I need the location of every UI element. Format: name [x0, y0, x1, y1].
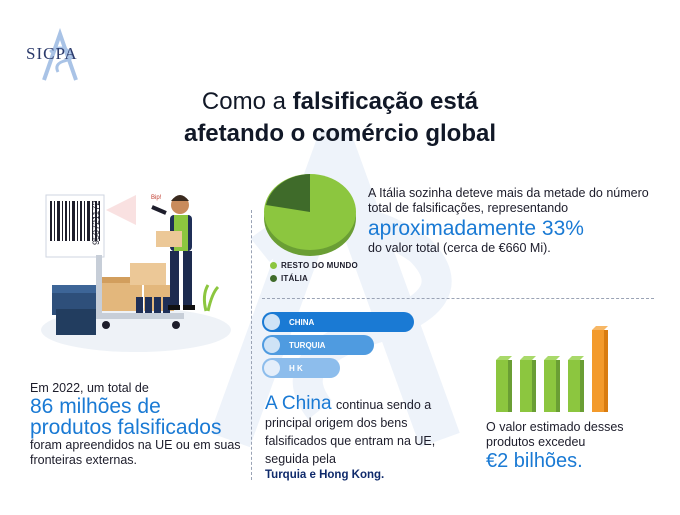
italy-highlight: aproximadamente 33%	[368, 217, 584, 240]
barcode-icon	[45, 194, 105, 258]
bar-dot	[264, 360, 280, 376]
divider-horizontal	[262, 298, 654, 299]
barcode-number: 950721172	[91, 201, 101, 245]
eu-text-block: Em 2022, um total de 86 milhões de produ…	[30, 381, 245, 468]
logo-text: SICPA	[26, 44, 78, 63]
sicpa-logo-mark	[42, 28, 78, 81]
title-normal: Como a	[201, 88, 293, 115]
china-text: continua sendo a principal origem dos be…	[265, 398, 436, 466]
italy-text-block: A Itália sozinha deteve mais da metade d…	[368, 186, 658, 256]
bar-dot	[264, 314, 280, 330]
eu-prefix: Em 2022, um total de	[30, 381, 149, 395]
sticker-text: Bip!	[151, 195, 162, 201]
bar-label: TURQUIA	[289, 341, 326, 350]
green-bar	[520, 356, 536, 412]
bar-label: H K	[289, 364, 303, 373]
sicpa-logo: SICPA	[26, 28, 96, 84]
country-bar: CHINA	[262, 312, 414, 332]
legend-label: ITÁLIA	[281, 274, 308, 283]
value-highlight: €2 bilhões.	[486, 450, 583, 472]
eu-highlight-2: produtos falsificados	[30, 416, 222, 439]
china-text-block: A China continua sendo a principal orige…	[265, 393, 465, 483]
divider-vertical	[251, 210, 252, 480]
legend-label: RESTO DO MUNDO	[281, 261, 358, 270]
green-bar	[544, 356, 560, 412]
pie-slice-italia	[266, 174, 310, 212]
legend-swatch	[270, 262, 277, 269]
country-bars: CHINA TURQUIA H K	[262, 312, 422, 378]
title-bold-1: falsificação está	[292, 88, 479, 115]
country-bar: H K	[262, 358, 340, 378]
country-bar: TURQUIA	[262, 335, 374, 355]
pie-legend: RESTO DO MUNDO ITÁLIA	[270, 261, 358, 283]
china-highlight: A China	[265, 393, 332, 414]
italy-intro: A Itália sozinha deteve mais da metade d…	[368, 186, 649, 215]
italy-pie-chart	[264, 174, 356, 256]
bar-label: CHINA	[289, 318, 315, 327]
warehouse-illustration: 950721172 Bip!	[41, 194, 231, 352]
value-text-block: O valor estimado desses produtos excedeu…	[486, 420, 656, 472]
value-bars-illustration	[496, 326, 608, 412]
page-title: Como a falsificação está	[0, 88, 680, 116]
eu-highlight-1: 86 milhões de	[30, 395, 161, 418]
legend-item: RESTO DO MUNDO	[270, 261, 358, 270]
green-bar	[568, 356, 584, 412]
legend-swatch	[270, 275, 277, 282]
bar-dot	[264, 337, 280, 353]
value-text: O valor estimado desses produtos excedeu	[486, 420, 624, 449]
page-title-line2: afetando o comércio global	[0, 120, 680, 148]
eu-suffix: foram apreendidos na UE ou em suas front…	[30, 438, 241, 467]
title-bold-2: afetando o comércio global	[183, 120, 497, 147]
legend-item: ITÁLIA	[270, 274, 358, 283]
italy-after: do valor total (cerca de €660 Mi).	[368, 241, 551, 255]
green-bar	[496, 356, 512, 412]
china-bold: Turquia e Hong Kong.	[265, 469, 385, 481]
orange-bar	[592, 326, 608, 412]
